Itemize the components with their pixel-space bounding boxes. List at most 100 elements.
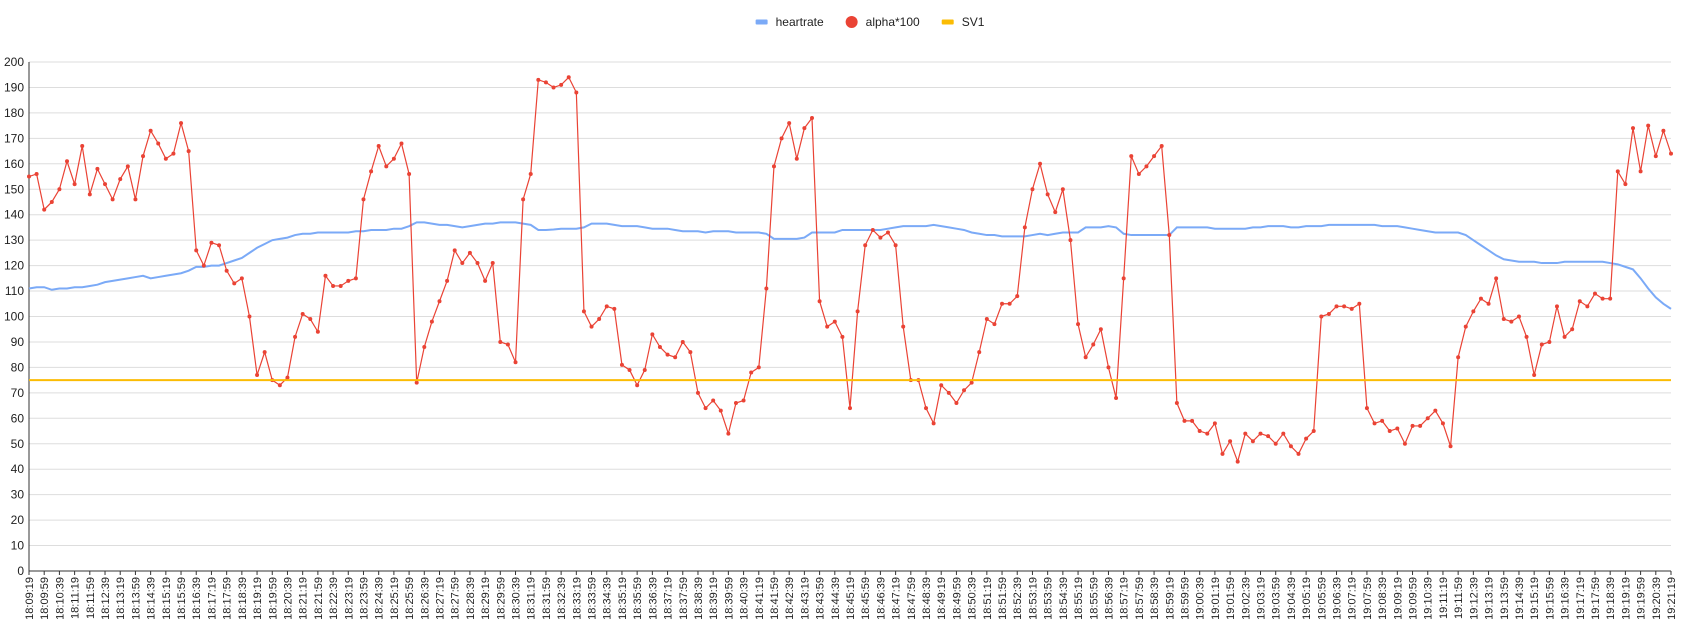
x-tick-label: 18:11:59 [85,577,97,619]
x-tick-label: 18:37:59 [678,577,690,620]
x-tick-label: 19:11:19 [1438,577,1450,619]
x-tick-label: 19:03:19 [1256,577,1268,620]
x-tick-label: 18:53:19 [1027,577,1039,620]
data-point [505,342,510,347]
y-tick-label: 200 [4,55,24,69]
x-tick-label: 18:25:19 [389,577,401,620]
data-point [642,367,647,372]
x-tick-label: 18:56:39 [1103,577,1115,620]
data-point [809,115,814,120]
data-point [870,227,875,232]
data-point [1174,401,1179,406]
data-point [1562,334,1567,339]
x-tick-label: 18:09:59 [39,577,51,620]
y-tick-label: 0 [17,564,24,578]
data-point [695,390,700,395]
x-tick-label: 18:33:59 [587,577,599,620]
data-point [1554,304,1559,309]
data-point [855,309,860,314]
data-point [490,261,495,266]
data-point [1539,342,1544,347]
data-point [566,75,571,80]
data-point [931,421,936,426]
x-tick-label: 18:12:39 [100,577,112,620]
data-point [604,304,609,309]
data-point [133,197,138,202]
data-point [1669,151,1673,156]
x-tick-label: 18:43:19 [799,577,811,620]
x-tick-label: 19:13:19 [1484,577,1496,620]
data-point [954,401,959,406]
data-point [1357,301,1362,306]
data-point [962,388,967,393]
x-tick-label: 18:44:39 [830,577,842,620]
data-point [1653,154,1658,159]
data-point [1144,164,1149,169]
x-tick-label: 19:21:19 [1666,577,1678,620]
data-point [794,156,799,161]
x-tick-label: 19:04:39 [1286,577,1298,620]
series-line [28,76,1672,464]
data-point [984,317,989,322]
data-point [277,383,282,388]
data-point [1524,334,1529,339]
data-point [1380,418,1385,423]
data-point [384,164,389,169]
data-point [148,128,153,133]
data-point [125,164,130,169]
x-tick-label: 19:07:19 [1347,577,1359,620]
x-tick-label: 18:59:19 [1164,577,1176,620]
legend-label: heartrate [776,15,824,29]
x-tick-label: 19:12:39 [1468,577,1480,620]
data-point [437,299,442,304]
data-point [460,261,465,266]
x-tick-label: 19:17:59 [1590,577,1602,620]
x-tick-label: 19:05:59 [1316,577,1328,620]
x-tick-label: 19:00:39 [1195,577,1207,620]
data-point [331,283,336,288]
data-point [825,324,830,329]
data-point [338,283,343,288]
data-point [977,350,982,355]
data-point [1342,304,1347,309]
x-tick-label: 18:13:19 [115,577,127,620]
x-tick-label: 18:26:39 [419,577,431,620]
data-point [315,329,320,334]
x-tick-label: 18:41:59 [769,577,781,620]
x-tick-label: 19:13:59 [1499,577,1511,620]
x-tick-label: 19:19:19 [1620,577,1632,620]
data-point [673,355,678,360]
data-point [657,345,662,350]
x-tick-label: 18:29:59 [495,577,507,620]
data-point [924,406,929,411]
x-tick-label: 18:52:39 [1012,577,1024,620]
x-tick-label: 19:02:39 [1240,577,1252,620]
data-point [741,398,746,403]
x-tick-label: 18:47:19 [891,577,903,620]
data-point [832,319,837,324]
data-point [1486,301,1491,306]
data-point [475,261,480,266]
data-point [232,281,237,286]
x-tick-label: 19:20:39 [1651,577,1663,620]
data-point [1197,429,1202,434]
data-point [619,362,624,367]
data-point [528,171,533,176]
x-tick-label: 18:49:19 [936,577,948,620]
data-point [1364,406,1369,411]
data-point [1220,451,1225,456]
data-point [893,243,898,248]
y-tick-label: 190 [4,80,24,94]
data-point [559,82,564,87]
x-tick-label: 18:19:19 [252,577,264,620]
data-point [1266,434,1271,439]
x-tick-label: 19:01:19 [1210,577,1222,620]
data-point [551,85,556,90]
data-point [1296,451,1301,456]
x-tick-label: 18:20:39 [282,577,294,620]
data-point [1083,355,1088,360]
data-point [817,299,822,304]
data-point [1471,309,1476,314]
data-point [247,314,252,319]
data-point [179,121,184,126]
